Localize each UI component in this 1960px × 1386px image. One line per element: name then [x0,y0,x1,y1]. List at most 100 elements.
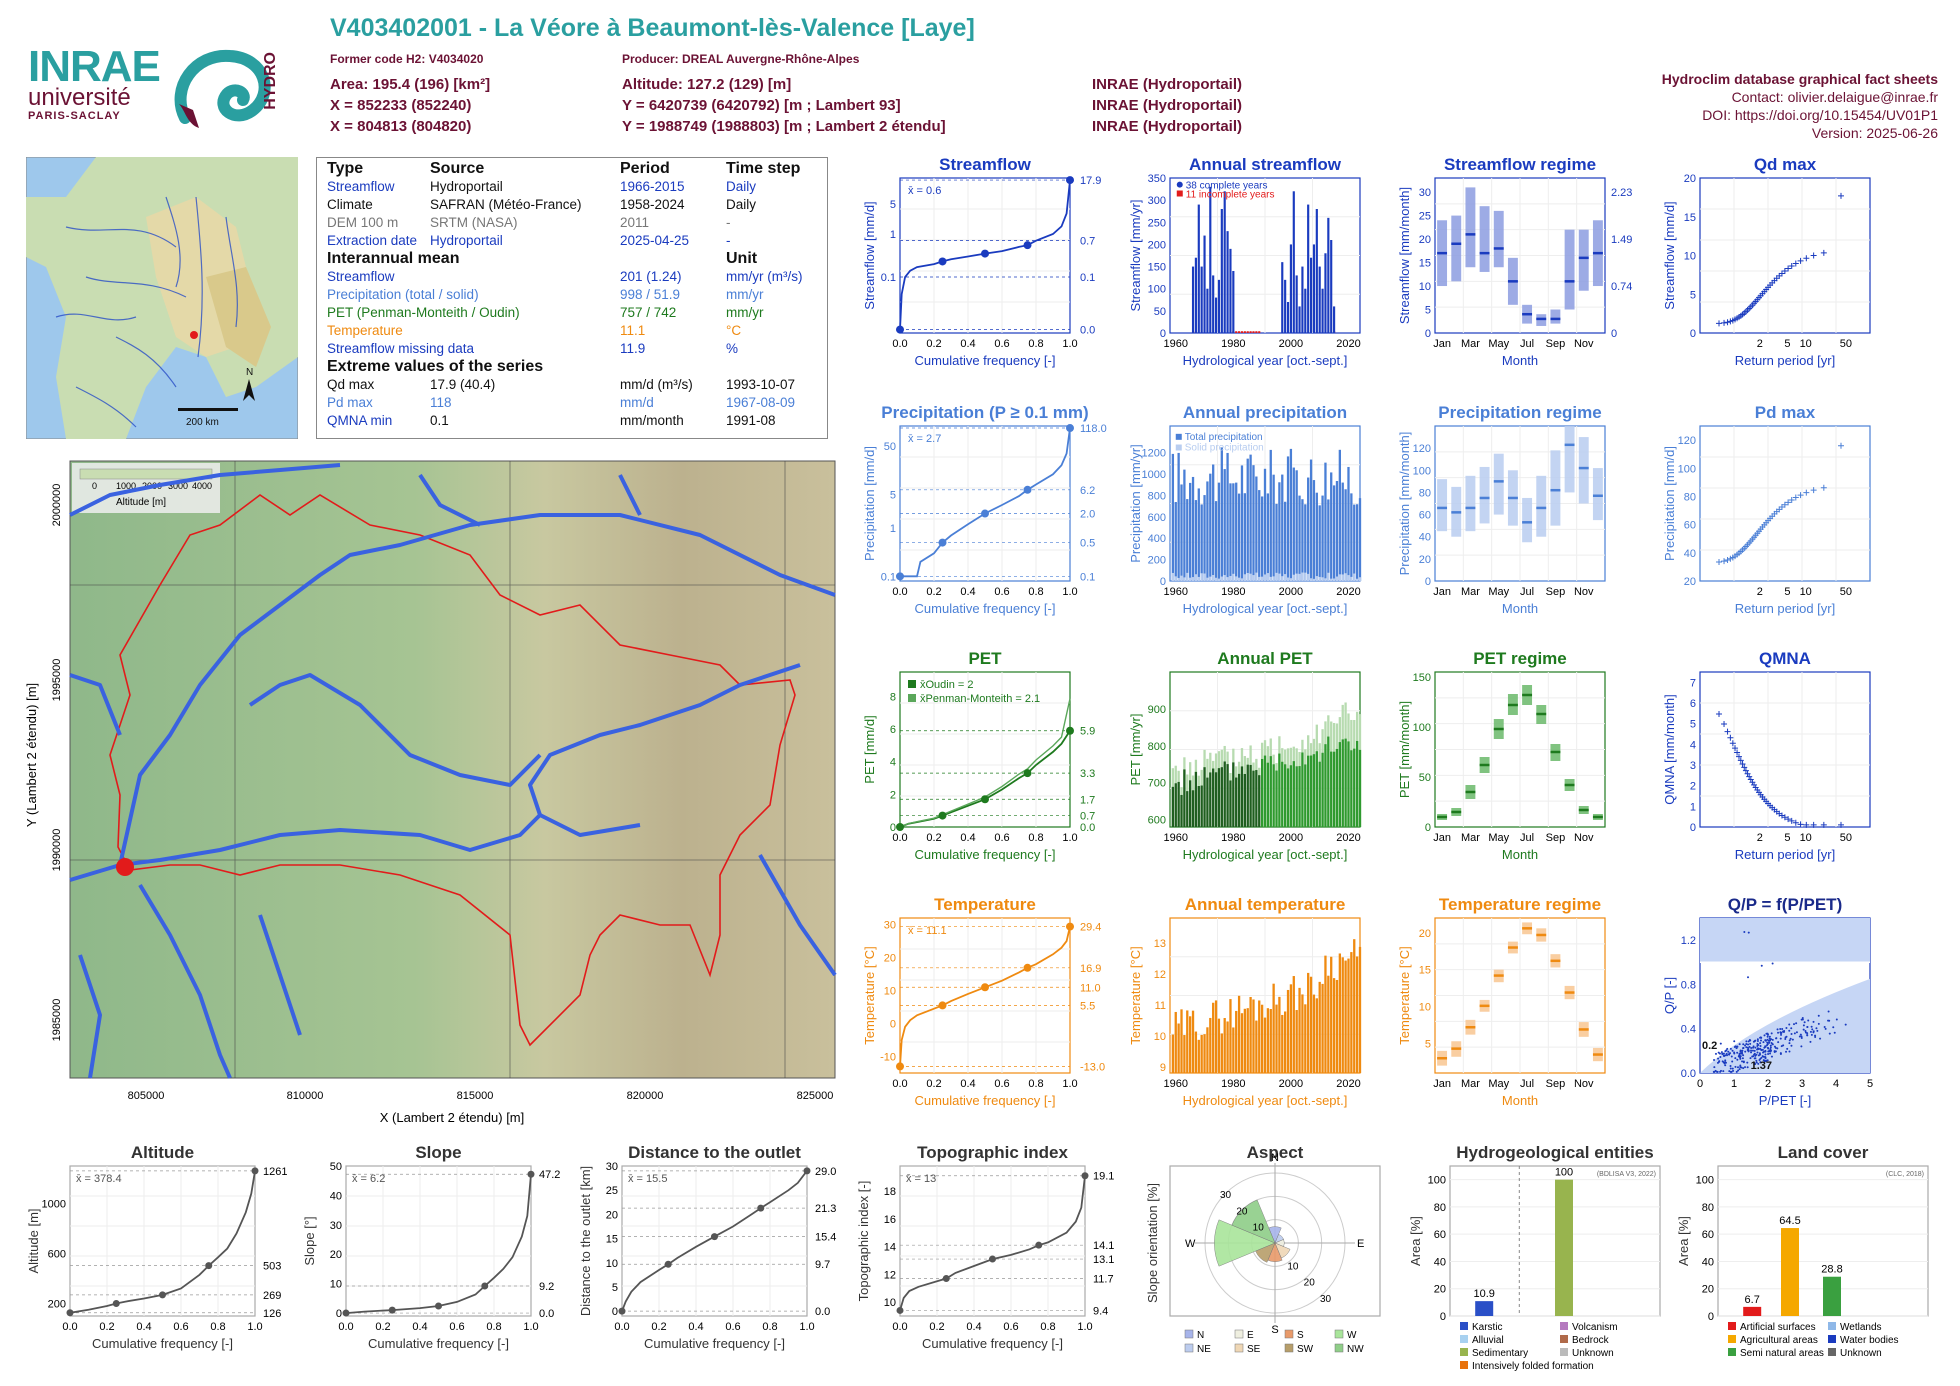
bar [1197,786,1200,827]
extreme-date: 1993-10-07 [726,377,796,392]
scatter-point [1754,1063,1757,1066]
scatter-point [1747,976,1750,979]
scatter-point [1771,1038,1774,1041]
row-source: SRTM (NASA) [430,215,518,230]
scatter-point [1769,1048,1772,1051]
x-tick-label: 0 [1697,1078,1703,1090]
scatter-point [1733,1040,1736,1043]
bar [1217,482,1221,581]
scatter-point [1743,930,1746,933]
bar [1295,766,1298,827]
interannual-unit: mm/yr [726,287,764,302]
bar [1344,960,1347,1073]
x-tick-label: 0.4 [412,1321,427,1333]
bar [1321,983,1324,1073]
legend-label: Solid precipitation [1185,443,1264,454]
y-tick-label: 30 [606,1161,618,1173]
y-tick-label: 2 [890,789,896,801]
scatter-point [1799,1033,1802,1036]
quartile-point [711,1233,718,1241]
database-title: Hydroclim database graphical fact sheets [1661,71,1938,87]
x-axis-label: Cumulative frequency [-] [915,1093,1056,1108]
bar [1183,1035,1186,1073]
bar [1309,459,1313,581]
x-tick-label: 0.2 [926,338,941,350]
y-tick-label: 15 [1419,258,1431,270]
scatter-point [1788,1050,1791,1053]
y-lambert93: Y = 6420739 (6420792) [m ; Lambert 93] [622,97,901,114]
interannual-unit: °C [726,323,742,338]
scatter-point [1749,1042,1752,1045]
quartile-point [342,1309,350,1317]
y-tick-label: 15 [1684,212,1696,224]
bar [1252,999,1255,1073]
bar [1189,482,1192,581]
regime-box [1564,229,1575,310]
y-tick-label: 0 [336,1308,342,1320]
legend-swatch [908,694,916,702]
right-tick-label: 29.4 [1080,922,1101,934]
legend-swatch [1334,1329,1344,1339]
scatter-point [1800,1045,1803,1048]
y-tick-label: 50 [330,1161,342,1173]
bar-solid [1214,577,1218,581]
return-period-point [1735,753,1742,760]
bar [1252,770,1255,827]
right-tick-label: 0 [1611,328,1617,340]
x-tick-label: Nov [1574,1078,1594,1090]
x-axis-label: Hydrological year [oct.-sept.] [1183,847,1348,862]
return-period-point [1792,819,1799,826]
scatter-point [1736,1066,1739,1069]
scatter-point [1734,1057,1737,1060]
bar [1358,498,1362,581]
scatter-point [1731,1049,1734,1052]
x-tick-label: 1.0 [1062,338,1077,350]
bar [1344,738,1347,827]
y-axis-label: Temperature [°C] [1128,946,1143,1044]
bar [1281,474,1284,581]
scatter-point [1764,1059,1767,1062]
bar-solid [1358,577,1362,581]
right-tick-label: 0.0 [1080,325,1095,337]
bar-solid [1217,578,1221,581]
legend-swatch [1284,1329,1294,1339]
bar [1217,768,1221,827]
y-tick-label: -10 [880,1052,896,1064]
interannual-value: 201 (1.24) [620,269,682,284]
y-tick-label: 50 [884,441,896,453]
scatter-point [1811,1028,1814,1031]
bar [1243,773,1246,827]
interannual-label: Temperature [327,323,403,338]
y-axis-label: Precipitation [mm/d] [862,446,877,561]
x-tick-label: Mar [1461,832,1480,844]
bar [1307,972,1310,1073]
x-tick-label: 2 [1757,586,1763,598]
scatter-point [1742,1047,1745,1050]
y-tick-label: 60 [1702,1229,1714,1241]
y-tick-label: 30 [1419,187,1431,199]
map-xtick: 815000 [457,1090,494,1102]
scatter-point [1770,1055,1773,1058]
right-tick-label: 0.1 [1080,571,1095,583]
station-marker [190,331,198,339]
bar-solid [1335,576,1339,581]
y-tick-label: 150 [1148,262,1166,274]
bar [1278,482,1281,581]
x-tick-label: Sep [1546,832,1566,844]
legend-label: E [1247,1330,1254,1341]
bar-solid [1275,572,1278,581]
bar [1823,1276,1841,1316]
right-tick-label: 11.7 [1093,1274,1114,1286]
right-tick-label: 2.23 [1611,187,1632,199]
legend-label: Artificial surfaces [1740,1322,1816,1333]
scatter-point [1777,1031,1780,1034]
y-tick-label: 40 [1419,532,1431,544]
x-tick-label: 0.0 [892,338,907,350]
y-tick-label: 5 [1425,1038,1431,1050]
source-area: INRAE (Hydroportail) [1092,76,1242,93]
x-tick-label: 0.8 [486,1321,501,1333]
x-tick-label: 2 [1757,832,1763,844]
chart-title: Precipitation (P ≥ 0.1 mm) [881,403,1088,422]
bar [1295,470,1298,581]
return-period-point [1742,767,1749,774]
